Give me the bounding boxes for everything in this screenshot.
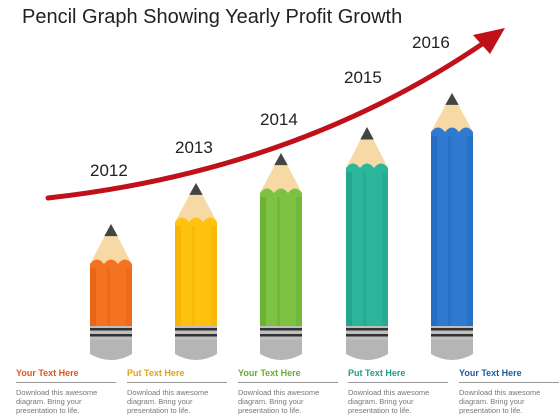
- caption-divider: [348, 382, 448, 383]
- pencil-ferrule-band-bottom: [431, 334, 473, 337]
- pencil-lead: [274, 153, 288, 166]
- growth-arrow-head: [473, 28, 505, 54]
- caption-2016: Your Text Here Download this awesome dia…: [459, 368, 560, 415]
- pencil-facet-right: [467, 136, 473, 326]
- caption-title: Your Text Here: [238, 368, 301, 378]
- pencil-facet-mid: [192, 226, 195, 326]
- pencil-ferrule-band-top: [260, 328, 302, 331]
- caption-text: Download this awesome diagram. Bring you…: [127, 388, 209, 415]
- pencil-facet-mid: [448, 136, 451, 326]
- pencil-ferrule-band-top: [90, 328, 132, 331]
- year-label-2014: 2014: [260, 110, 298, 129]
- pencil-body: [346, 170, 388, 326]
- pencil-body: [431, 134, 473, 326]
- pencil-2013: [175, 183, 217, 360]
- pencil-body: [260, 195, 302, 326]
- pencil-ferrule-band-bottom: [260, 334, 302, 337]
- caption-title: Your Text Here: [459, 368, 522, 378]
- pencil-ferrule-band-bottom: [90, 334, 132, 337]
- pencil-ferrule-band-top: [346, 328, 388, 331]
- caption-text: Download this awesome diagram. Bring you…: [348, 388, 430, 415]
- caption-2015: Put Text Here Download this awesome diag…: [348, 368, 450, 415]
- pencil-eraser-cap: [346, 340, 388, 360]
- caption-title: Your Text Here: [16, 368, 79, 378]
- pencil-facet-left: [431, 136, 437, 326]
- pencil-lead: [445, 93, 459, 105]
- pencil-lead: [104, 224, 118, 237]
- caption-text: Download this awesome diagram. Bring you…: [459, 388, 541, 415]
- pencil-tip: [260, 153, 302, 193]
- pencil-facet-left: [260, 197, 266, 326]
- pencil-ferrule-band-top: [431, 328, 473, 331]
- pencil-2012: [90, 224, 132, 360]
- year-label-2015: 2015: [344, 68, 382, 87]
- pencil-tip: [346, 127, 388, 168]
- pencil-facet-right: [211, 226, 217, 326]
- pencil-eraser-cap: [431, 340, 473, 360]
- pencil-tip: [175, 183, 217, 222]
- pencil-facet-mid: [363, 172, 366, 326]
- caption-title: Put Text Here: [127, 368, 185, 378]
- pencil-2014: [260, 153, 302, 360]
- pencil-facet-left: [346, 172, 352, 326]
- pencil-tip: [90, 224, 132, 264]
- page-title: Pencil Graph Showing Yearly Profit Growt…: [22, 6, 403, 28]
- pencil-lead: [189, 183, 203, 195]
- caption-title: Put Text Here: [348, 368, 406, 378]
- pencil-2016: [431, 93, 473, 360]
- caption-divider: [238, 382, 338, 383]
- growth-arrow-line: [45, 37, 491, 201]
- caption-text: Download this awesome diagram. Bring you…: [16, 388, 98, 415]
- pencil-tip: [431, 93, 473, 132]
- caption-2013: Put Text Here Download this awesome diag…: [127, 368, 229, 415]
- pencil-body: [90, 266, 132, 326]
- caption-2012: Your Text Here Download this awesome dia…: [16, 368, 118, 415]
- pencil-eraser-cap: [90, 340, 132, 360]
- caption-divider: [16, 382, 116, 383]
- caption-2014: Your Text Here Download this awesome dia…: [238, 368, 340, 415]
- pencil-body: [175, 224, 217, 326]
- year-label-2016: 2016: [412, 33, 450, 52]
- pencil-ferrule-band-top: [175, 328, 217, 331]
- pencil-facet-right: [382, 172, 388, 326]
- caption-text: Download this awesome diagram. Bring you…: [238, 388, 320, 415]
- year-label-2012: 2012: [90, 161, 128, 180]
- pencil-facet-mid: [277, 197, 280, 326]
- pencil-eraser-cap: [175, 340, 217, 360]
- pencil-eraser-cap: [260, 340, 302, 360]
- pencil-ferrule-band-bottom: [346, 334, 388, 337]
- pencil-ferrule-band-bottom: [175, 334, 217, 337]
- pencil-facet-right: [126, 268, 132, 326]
- caption-divider: [127, 382, 227, 383]
- pencil-facet-left: [90, 268, 96, 326]
- pencil-facet-right: [296, 197, 302, 326]
- pencil-facet-left: [175, 226, 181, 326]
- year-label-2013: 2013: [175, 138, 213, 157]
- pencil-lead: [360, 127, 374, 140]
- pencil-facet-mid: [107, 268, 110, 326]
- caption-divider: [459, 382, 559, 383]
- pencil-2015: [346, 127, 388, 360]
